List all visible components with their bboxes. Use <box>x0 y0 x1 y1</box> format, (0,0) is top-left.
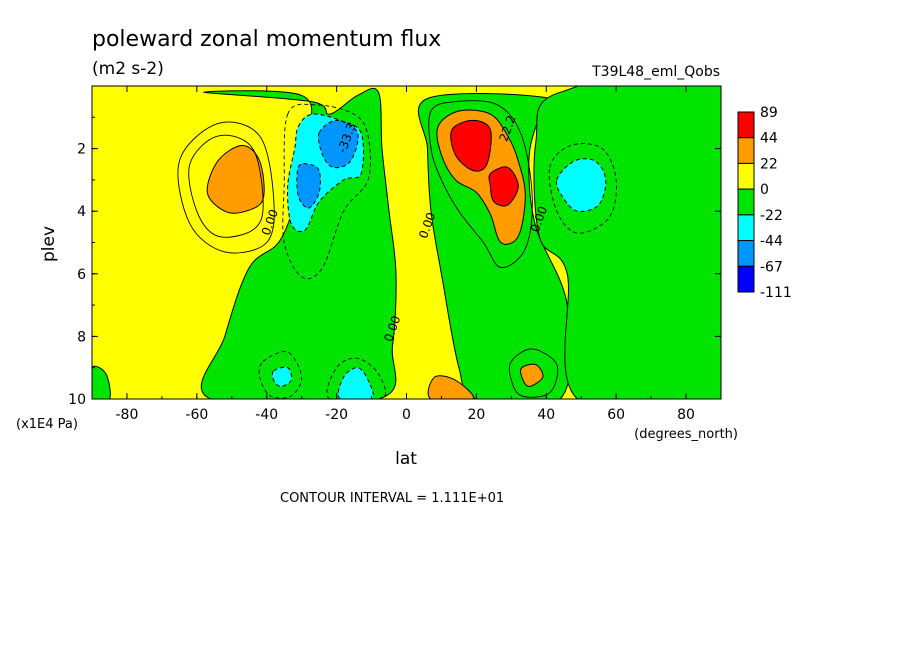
contour-line <box>258 351 303 399</box>
colorbar-swatch <box>737 137 755 164</box>
colorbar-label: -111 <box>760 285 792 301</box>
chart-units: (m2 s-2) <box>92 59 164 79</box>
x-tick-label: 60 <box>607 407 625 423</box>
contour-fill-region <box>92 365 111 399</box>
colorbar-swatch <box>737 111 755 139</box>
y-axis-ticks: 2 4 6 8 10 <box>68 116 721 408</box>
contour-fill-region <box>519 363 544 388</box>
contour-fill-region <box>488 166 519 207</box>
colorbar-swatch <box>737 265 755 293</box>
x-tick-label: -40 <box>255 407 278 423</box>
chart-title: poleward zonal momentum flux <box>92 27 441 52</box>
y-tick-label: 2 <box>77 142 86 158</box>
x-axis-units: (degrees_north) <box>634 427 738 442</box>
x-axis-ticks: -80 -60 -40 -20 0 20 40 60 80 <box>91 86 722 423</box>
colorbar-swatch <box>737 188 755 216</box>
contour-line <box>326 357 387 399</box>
contour-line <box>508 348 559 398</box>
colorbar-label: 0 <box>760 182 769 198</box>
colorbar-label: 22 <box>760 156 778 172</box>
x-tick-label: -60 <box>185 407 208 423</box>
y-axis-label: plev <box>39 226 59 262</box>
y-tick-label: 10 <box>68 392 86 408</box>
contour-fill-region <box>450 119 492 172</box>
colorbar-label: -44 <box>760 234 783 250</box>
y-tick-label: 8 <box>77 329 86 345</box>
contour-fills <box>92 86 721 399</box>
x-tick-label: 40 <box>537 407 555 423</box>
contour-line <box>282 103 371 280</box>
contour-fill-region <box>337 367 374 399</box>
y-tick-label: 4 <box>77 204 86 220</box>
contour-fill-region <box>296 163 321 209</box>
colorbar-swatch <box>737 214 755 242</box>
contour-fill-region <box>555 158 607 212</box>
contour-fill-region <box>427 375 475 399</box>
contour-line <box>177 121 275 254</box>
x-tick-label: 0 <box>402 407 411 423</box>
x-tick-label: 20 <box>467 407 485 423</box>
contour-fill-region <box>206 144 265 214</box>
y-axis-units: (x1E4 Pa) <box>16 417 78 432</box>
x-tick-label: -80 <box>116 407 139 423</box>
x-tick-label: 80 <box>677 407 695 423</box>
contour-line <box>188 134 264 238</box>
plot-area: 0.00 0.00 0.000.00-33.3 22.2 <box>91 85 722 400</box>
contour-interval-note: CONTOUR INTERVAL = 1.111E+01 <box>280 491 504 506</box>
contour-fill-region <box>271 366 293 388</box>
colorbar-label: 44 <box>760 131 778 147</box>
contour-lines <box>177 100 617 399</box>
x-tick-label: -20 <box>325 407 348 423</box>
contour-fill-region <box>317 119 359 169</box>
run-label: T39L48_eml_Qobs <box>591 64 720 80</box>
y-tick-label: 6 <box>77 267 86 283</box>
contour-line <box>428 100 533 268</box>
x-axis-label: lat <box>395 449 417 469</box>
colorbar-swatch <box>737 162 755 190</box>
colorbar: 89 44 22 0 -22 -44 -67 -111 <box>737 105 792 301</box>
colorbar-swatch <box>737 240 755 267</box>
colorbar-label: -67 <box>760 259 783 275</box>
colorbar-label: -22 <box>760 208 783 224</box>
colorbar-label: 89 <box>760 105 778 121</box>
